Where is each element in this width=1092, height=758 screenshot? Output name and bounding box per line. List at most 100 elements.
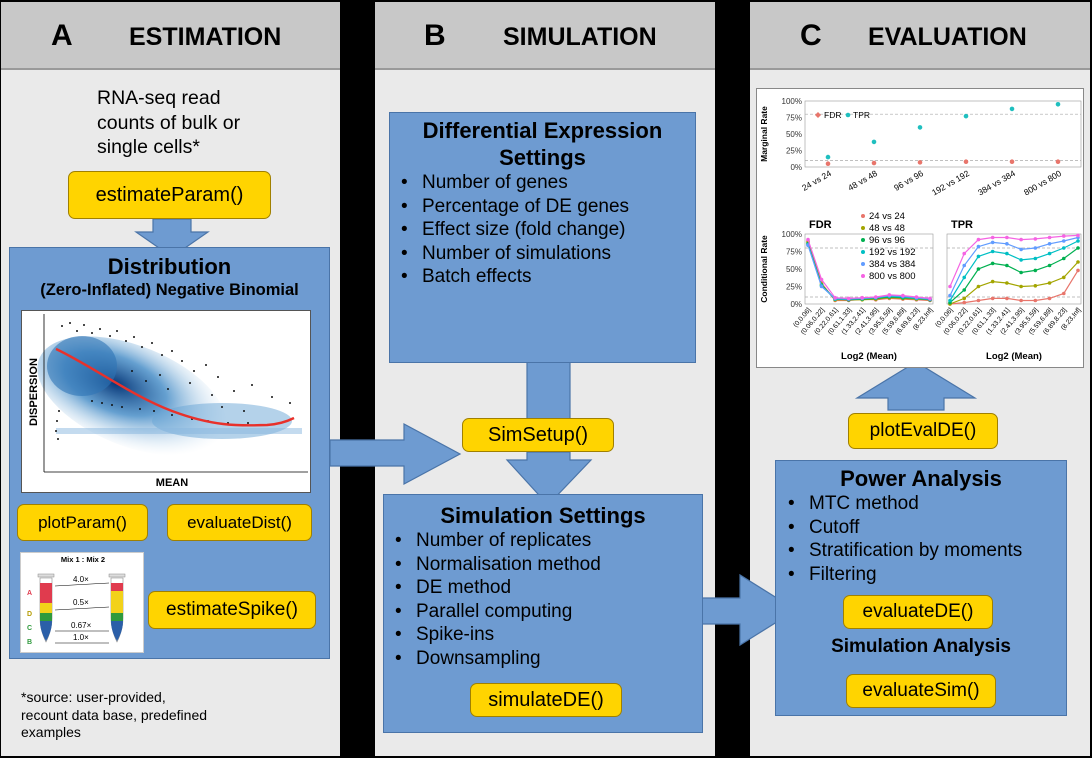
spike-in-illustration: Mix 1 : Mix 2 A D C B 4.0× 0.5× 0.67× 1.… bbox=[20, 552, 144, 653]
marginal-point-tpr bbox=[871, 139, 877, 145]
conditional-point-tpr bbox=[962, 296, 967, 301]
conditional-point-tpr bbox=[1005, 242, 1009, 246]
sim-setting-item: Normalisation method bbox=[390, 553, 700, 577]
conditional-point-tpr bbox=[976, 237, 981, 242]
sim-setup-button[interactable]: SimSetup() bbox=[462, 418, 614, 452]
legend-fdr-marker bbox=[815, 112, 821, 118]
conditional-point-fdr bbox=[928, 296, 932, 301]
marginal-point-fdr bbox=[917, 160, 923, 165]
conditional-point-tpr bbox=[948, 298, 952, 303]
dispersion-ylabel: DISPERSION bbox=[28, 358, 40, 426]
de-settings-title-line: Settings bbox=[499, 145, 586, 170]
dispersion-plot: DISPERSION MEAN bbox=[21, 310, 311, 493]
conditional-point-tpr bbox=[1005, 251, 1009, 256]
conditional-point-tpr bbox=[976, 298, 981, 303]
conditional-point-tpr bbox=[1005, 281, 1009, 285]
conditional-point-tpr bbox=[962, 300, 967, 305]
spike-ratio: 1.0× bbox=[73, 633, 89, 642]
series-legend-marker bbox=[861, 274, 865, 278]
marginal-point-tpr bbox=[963, 113, 969, 119]
conditional-point-fdr bbox=[819, 284, 824, 289]
de-setting-item: Percentage of DE genes bbox=[396, 195, 696, 219]
dispersion-plot-graphic bbox=[37, 314, 308, 473]
conditional-line-tpr bbox=[949, 261, 1079, 305]
conditional-point-fdr bbox=[873, 295, 878, 299]
conditional-point-tpr bbox=[948, 284, 952, 289]
dispersion-trend-line bbox=[55, 347, 295, 427]
conditional-point-tpr bbox=[1076, 246, 1080, 250]
conditional-ytick-label: 50% bbox=[786, 265, 802, 274]
conditional-point-tpr bbox=[1019, 237, 1023, 242]
series-legend-marker bbox=[861, 250, 865, 254]
header-simulation: B SIMULATION bbox=[375, 2, 715, 70]
sim-setting-item: Parallel computing bbox=[390, 600, 700, 624]
conditional-point-tpr bbox=[1047, 263, 1052, 268]
header-evaluation: C EVALUATION bbox=[750, 2, 1090, 70]
marginal-point-tpr bbox=[1009, 106, 1015, 112]
conditional-point-tpr bbox=[1076, 260, 1080, 264]
conditional-point-tpr bbox=[990, 249, 995, 254]
plot-eval-de-button[interactable]: plotEvalDE() bbox=[848, 413, 998, 449]
marginal-ytick-label: 0% bbox=[790, 163, 802, 172]
spike-letter: C bbox=[27, 625, 33, 632]
series-legend-label: 384 vs 384 bbox=[869, 259, 915, 270]
conditional-point-fdr bbox=[860, 295, 865, 300]
conditional-point-tpr bbox=[990, 279, 995, 284]
marginal-ytick-label: 25% bbox=[786, 147, 802, 156]
evaluate-de-button[interactable]: evaluateDE() bbox=[843, 595, 993, 629]
conditional-point-tpr bbox=[1019, 258, 1023, 262]
plot-param-button[interactable]: plotParam() bbox=[17, 504, 148, 541]
sim-setting-item: Spike-ins bbox=[390, 623, 700, 647]
conditional-point-fdr bbox=[887, 293, 892, 297]
spike-ratio: 0.5× bbox=[73, 598, 89, 607]
conditional-point-fdr bbox=[806, 243, 810, 247]
input-description: RNA-seq read counts of bulk or single ce… bbox=[97, 86, 327, 160]
conditional-point-tpr bbox=[1005, 263, 1009, 268]
evaluate-dist-button[interactable]: evaluateDist() bbox=[167, 504, 312, 541]
marginal-xtick-label: 24 vs 24 bbox=[800, 168, 833, 193]
conditional-point-fdr bbox=[901, 293, 905, 298]
conditional-title-tpr: TPR bbox=[951, 219, 973, 231]
power-item: MTC method bbox=[783, 492, 1067, 516]
conditional-point-tpr bbox=[1033, 246, 1038, 250]
conditional-line-tpr bbox=[949, 247, 1079, 304]
series-legend-marker bbox=[861, 226, 865, 230]
conditional-point-tpr bbox=[1061, 291, 1066, 296]
series-legend-label: 24 vs 24 bbox=[869, 211, 905, 222]
power-analysis-title: Power Analysis bbox=[840, 466, 1002, 491]
marginal-xtick-label: 96 vs 96 bbox=[892, 168, 925, 193]
conditional-point-tpr bbox=[1047, 281, 1052, 285]
series-legend-marker bbox=[861, 214, 865, 218]
de-setting-item: Effect size (fold change) bbox=[396, 218, 696, 242]
conditional-point-tpr bbox=[1033, 298, 1038, 303]
conditional-point-tpr bbox=[1033, 268, 1038, 273]
conditional-point-tpr bbox=[990, 296, 995, 301]
conditional-ytick-label: 100% bbox=[782, 230, 802, 239]
footnote-line: recount data base, predefined bbox=[21, 706, 208, 723]
source-footnote: *source: user-provided, recount data bas… bbox=[21, 689, 321, 742]
conditional-ytick-label: 75% bbox=[786, 248, 802, 257]
conditional-point-tpr bbox=[1047, 296, 1052, 301]
arrow-desettings-to-simsetup bbox=[526, 361, 571, 421]
conditional-point-tpr bbox=[1061, 256, 1066, 261]
conditional-point-tpr bbox=[1076, 239, 1080, 243]
sim-setting-item: DE method bbox=[390, 576, 700, 600]
marginal-xtick-label: 800 vs 800 bbox=[1022, 168, 1063, 198]
series-legend-marker bbox=[861, 238, 865, 242]
de-settings-list: Number of genes Percentage of DE genes E… bbox=[396, 171, 696, 289]
arrow-simsetup-to-simsettings bbox=[505, 451, 593, 506]
header-estimation: A ESTIMATION bbox=[1, 2, 340, 70]
estimate-spike-button[interactable]: estimateSpike() bbox=[148, 591, 316, 629]
conditional-ytick-label: 25% bbox=[786, 283, 802, 292]
distribution-subtitle: (Zero-Inflated) Negative Binomial bbox=[40, 281, 299, 299]
conditional-point-tpr bbox=[1076, 268, 1080, 273]
conditional-line-fdr bbox=[807, 245, 931, 300]
simulate-de-button[interactable]: simulateDE() bbox=[470, 683, 622, 717]
evaluate-sim-button[interactable]: evaluateSim() bbox=[846, 674, 996, 708]
marginal-point-fdr bbox=[871, 160, 877, 166]
conditional-point-tpr bbox=[1019, 298, 1023, 303]
marginal-point-tpr bbox=[917, 125, 923, 130]
series-legend-label: 192 vs 192 bbox=[869, 247, 915, 258]
estimate-param-button[interactable]: estimateParam() bbox=[68, 171, 271, 219]
